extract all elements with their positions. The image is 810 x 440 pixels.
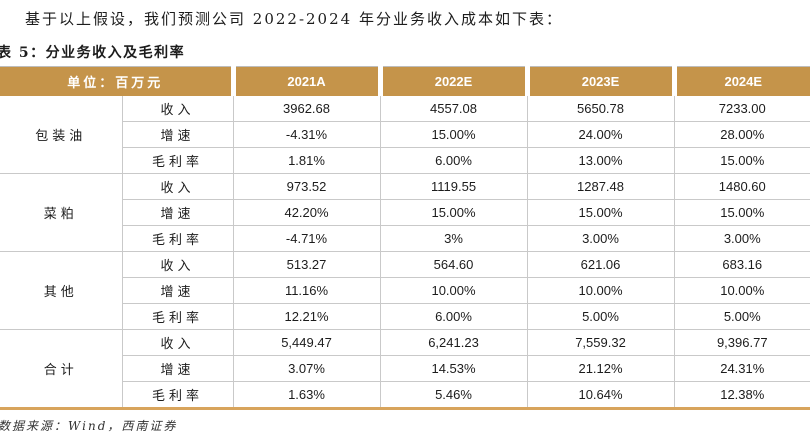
value-cell: 1.63% [232,381,381,409]
value-cell: 6.00% [379,303,528,330]
metric-cell: 增速 [121,277,234,304]
table-row: 菜粕 收入 973.52 1119.55 1287.48 1480.60 [0,173,810,252]
metric-cell: 收入 [121,329,234,356]
value-cell: -4.31% [232,121,381,148]
metric-cell: 收入 [121,251,234,278]
table-row: 增速 -4.31% 15.00% 24.00% 28.00% [0,121,810,148]
value-cell: 7,559.32 [526,329,675,356]
year-header-2024e: 2024E [671,66,810,96]
year-header-2023e: 2023E [524,66,675,96]
category-cell: 菜粕 [0,173,122,252]
intro-paragraph: 基于以上假设，我们预测公司 2022-2024 年分业务收入成本如下表： [25,10,563,28]
value-cell: 10.00% [379,277,528,304]
value-cell: 3.00% [673,225,810,252]
metric-cell: 收入 [121,96,234,122]
value-cell: 12.38% [673,381,810,409]
year-header-2022e: 2022E [377,66,528,96]
value-cell: 3.00% [526,225,675,252]
value-cell: 3962.68 [232,96,381,122]
value-cell: 15.00% [526,199,675,226]
value-cell: 14.53% [379,355,528,382]
value-cell: 3% [379,225,528,252]
value-cell: 15.00% [673,199,810,226]
value-cell: 10.00% [673,277,810,304]
category-cell: 包装油 [0,96,122,174]
value-cell: 28.00% [673,121,810,148]
category-cell: 合计 [0,329,122,409]
year-header-2021a: 2021A [230,66,381,96]
value-cell: 4557.08 [379,96,528,122]
value-cell: 5,449.47 [232,329,381,356]
value-cell: 5.00% [673,303,810,330]
unit-header-cell: 单位：百万元 [0,66,234,96]
metric-cell: 毛利率 [121,225,234,252]
value-cell: 6.00% [379,147,528,174]
value-cell: 42.20% [232,199,381,226]
value-cell: 5.00% [526,303,675,330]
value-cell: 1480.60 [673,173,810,200]
group-other: 其他 收入 513.27 564.60 621.06 683.16 增速 11.… [0,251,810,330]
table-row: 其他 收入 513.27 564.60 621.06 683.16 [0,251,810,330]
category-cell: 其他 [0,251,122,330]
group-rapeseed-meal: 菜粕 收入 973.52 1119.55 1287.48 1480.60 增速 … [0,173,810,252]
value-cell: 15.00% [673,147,810,174]
value-cell: 24.31% [673,355,810,382]
group-total: 合计 收入 5,449.47 6,241.23 7,559.32 9,396.7… [0,329,810,409]
value-cell: 6,241.23 [379,329,528,356]
value-cell: 5650.78 [526,96,675,122]
value-cell: 7233.00 [673,96,810,122]
table-row: 增速 3.07% 14.53% 21.12% 24.31% [0,355,810,382]
metric-cell: 增速 [121,121,234,148]
table-row: 毛利率 1.63% 5.46% 10.64% 12.38% [0,381,810,409]
value-cell: 1287.48 [526,173,675,200]
value-cell: 564.60 [379,251,528,278]
metric-cell: 毛利率 [121,147,234,174]
value-cell: 683.16 [673,251,810,278]
value-cell: 10.64% [526,381,675,409]
data-source-note: 数据来源：Wind，西南证券 [0,419,178,433]
table-row: 包装油 收入 3962.68 4557.08 5650.78 7233.00 [0,96,810,174]
value-cell: 12.21% [232,303,381,330]
table-row: 增速 11.16% 10.00% 10.00% 10.00% [0,277,810,304]
value-cell: 15.00% [379,199,528,226]
group-packaged-oil: 包装油 收入 3962.68 4557.08 5650.78 7233.00 增… [0,96,810,174]
value-cell: 513.27 [232,251,381,278]
metric-cell: 毛利率 [121,381,234,409]
header-row: 单位：百万元 2021A 2022E 2023E 2024E [0,66,810,96]
table-row: 毛利率 12.21% 6.00% 5.00% 5.00% [0,303,810,330]
value-cell: 1.81% [232,147,381,174]
table-row: 毛利率 1.81% 6.00% 13.00% 15.00% [0,147,810,174]
value-cell: 9,396.77 [673,329,810,356]
value-cell: 21.12% [526,355,675,382]
value-cell: 1119.55 [379,173,528,200]
value-cell: 3.07% [232,355,381,382]
revenue-margin-table: 单位：百万元 2021A 2022E 2023E 2024E 包装油 收入 39… [0,66,810,410]
value-cell: 24.00% [526,121,675,148]
table-title: 表 5：分业务收入及毛利率 [0,45,186,61]
value-cell: 973.52 [232,173,381,200]
value-cell: 11.16% [232,277,381,304]
table-row: 增速 42.20% 15.00% 15.00% 15.00% [0,199,810,226]
metric-cell: 增速 [121,355,234,382]
value-cell: 13.00% [526,147,675,174]
metric-cell: 收入 [121,173,234,200]
value-cell: -4.71% [232,225,381,252]
value-cell: 5.46% [379,381,528,409]
table-row: 毛利率 -4.71% 3% 3.00% 3.00% [0,225,810,252]
metric-cell: 毛利率 [121,303,234,330]
table-row: 合计 收入 5,449.47 6,241.23 7,559.32 9,396.7… [0,329,810,409]
value-cell: 10.00% [526,277,675,304]
metric-cell: 增速 [121,199,234,226]
value-cell: 621.06 [526,251,675,278]
value-cell: 15.00% [379,121,528,148]
